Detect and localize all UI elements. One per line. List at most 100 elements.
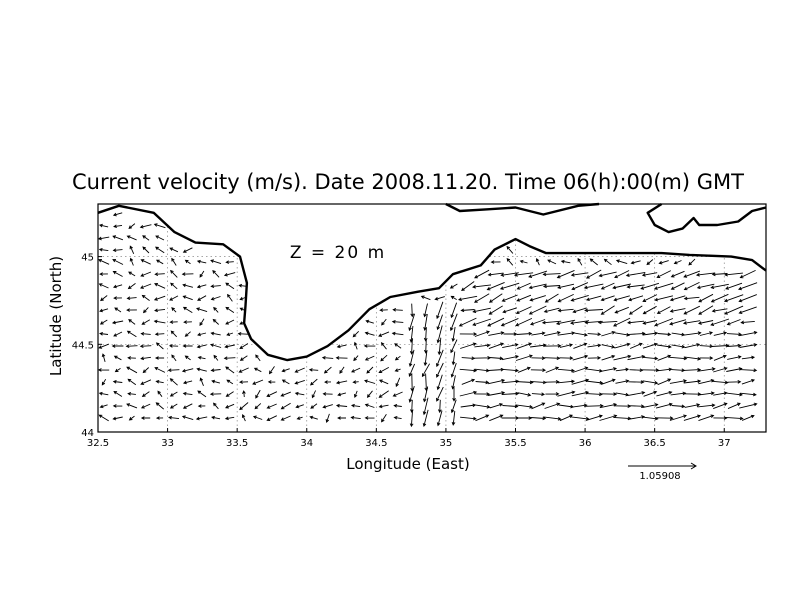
- velocity-arrow: [646, 259, 654, 266]
- velocity-arrow: [435, 349, 444, 368]
- velocity-arrow: [226, 379, 234, 385]
- x-tick-label: 34: [300, 438, 313, 449]
- x-tick-label: 36.5: [644, 438, 666, 449]
- velocity-arrow: [671, 368, 686, 373]
- velocity-arrow: [155, 235, 165, 241]
- velocity-arrow: [695, 272, 716, 277]
- velocity-arrow: [698, 305, 714, 315]
- velocity-arrow: [543, 416, 562, 421]
- velocity-arrow: [154, 283, 166, 289]
- velocity-arrow: [585, 368, 603, 373]
- velocity-arrow: [378, 390, 389, 398]
- velocity-arrow: [364, 331, 375, 336]
- velocity-arrow: [378, 379, 389, 385]
- velocity-arrow: [322, 404, 333, 409]
- velocity-arrow: [98, 259, 110, 265]
- velocity-arrow: [213, 354, 219, 361]
- x-tick-label: 33.5: [226, 438, 248, 449]
- velocity-arrow: [583, 283, 604, 290]
- velocity-arrow: [113, 296, 122, 300]
- reference-vector: 1.05908: [628, 462, 697, 482]
- velocity-arrow: [472, 307, 491, 314]
- velocity-arrow: [627, 331, 646, 336]
- velocity-arrow: [184, 355, 191, 361]
- velocity-arrow: [225, 366, 235, 374]
- velocity-arrow: [557, 390, 576, 397]
- velocity-arrow: [655, 416, 674, 420]
- velocity-arrow: [472, 318, 492, 326]
- velocity-arrow: [642, 331, 659, 336]
- velocity-arrow: [156, 259, 164, 265]
- velocity-arrow: [408, 349, 415, 368]
- velocity-arrow: [699, 331, 714, 336]
- velocity-arrow: [182, 283, 194, 288]
- velocity-arrow: [726, 367, 743, 372]
- velocity-arrow: [239, 380, 249, 384]
- velocity-arrow: [697, 320, 714, 325]
- velocity-arrow: [587, 332, 602, 337]
- velocity-arrow: [572, 332, 588, 337]
- velocity-arrow: [684, 403, 701, 408]
- velocity-arrow: [544, 356, 561, 361]
- velocity-arrow: [325, 413, 330, 423]
- velocity-arrow: [725, 416, 744, 421]
- velocity-arrow: [381, 414, 387, 423]
- velocity-arrow: [408, 313, 416, 332]
- velocity-arrow: [380, 354, 388, 362]
- velocity-arrow: [487, 317, 505, 327]
- velocity-arrow: [169, 247, 179, 253]
- velocity-arrow: [99, 272, 108, 276]
- velocity-arrow: [474, 343, 491, 348]
- velocity-arrow: [501, 391, 520, 396]
- velocity-arrow: [197, 295, 207, 301]
- velocity-arrow: [225, 403, 235, 409]
- velocity-arrow: [199, 318, 205, 327]
- velocity-arrow: [474, 293, 490, 303]
- y-tick-label: 44: [81, 428, 94, 439]
- x-axis-ticks: 32.5 33 33.5 34 34.5 35 35.5 36 36.5 37: [87, 428, 731, 449]
- velocity-arrow: [100, 295, 108, 302]
- velocity-arrow: [461, 356, 476, 361]
- velocity-arrow: [530, 319, 546, 326]
- velocity-arrow: [506, 257, 514, 266]
- velocity-arrow: [713, 416, 728, 420]
- velocity-arrow: [642, 305, 657, 315]
- velocity-arrow: [280, 402, 291, 410]
- velocity-arrow: [656, 367, 673, 372]
- velocity-arrow: [98, 391, 109, 396]
- y-tick-label: 45: [81, 253, 94, 264]
- velocity-arrow: [182, 247, 193, 253]
- velocity-arrow: [460, 342, 477, 349]
- velocity-arrow: [239, 402, 249, 411]
- velocity-arrow: [113, 331, 123, 337]
- velocity-arrow: [139, 224, 152, 229]
- velocity-arrow: [740, 392, 757, 397]
- velocity-arrow: [112, 404, 123, 408]
- velocity-arrow: [657, 344, 672, 349]
- velocity-arrow: [128, 223, 136, 230]
- velocity-arrow: [252, 415, 263, 420]
- velocity-arrow: [460, 416, 477, 421]
- velocity-arrow: [353, 341, 358, 350]
- velocity-arrow: [113, 355, 122, 361]
- velocity-arrow: [436, 301, 444, 320]
- velocity-arrow: [698, 293, 714, 303]
- velocity-arrow: [501, 294, 518, 302]
- land-mask: [98, 204, 766, 361]
- velocity-arrow: [139, 344, 152, 349]
- velocity-arrow: [601, 354, 616, 361]
- velocity-arrow: [727, 355, 742, 360]
- velocity-arrow: [699, 356, 714, 360]
- velocity-arrow: [366, 390, 373, 398]
- velocity-arrow: [501, 416, 520, 420]
- depth-label: Z = 20 m: [290, 243, 386, 263]
- velocity-arrow: [613, 295, 630, 302]
- velocity-arrow: [142, 246, 150, 254]
- velocity-arrow: [585, 295, 602, 302]
- velocity-arrow: [99, 404, 108, 409]
- velocity-arrow: [142, 235, 150, 241]
- velocity-arrow: [713, 331, 728, 336]
- velocity-arrow: [451, 411, 456, 426]
- velocity-arrow: [294, 367, 305, 373]
- velocity-arrow: [140, 331, 151, 336]
